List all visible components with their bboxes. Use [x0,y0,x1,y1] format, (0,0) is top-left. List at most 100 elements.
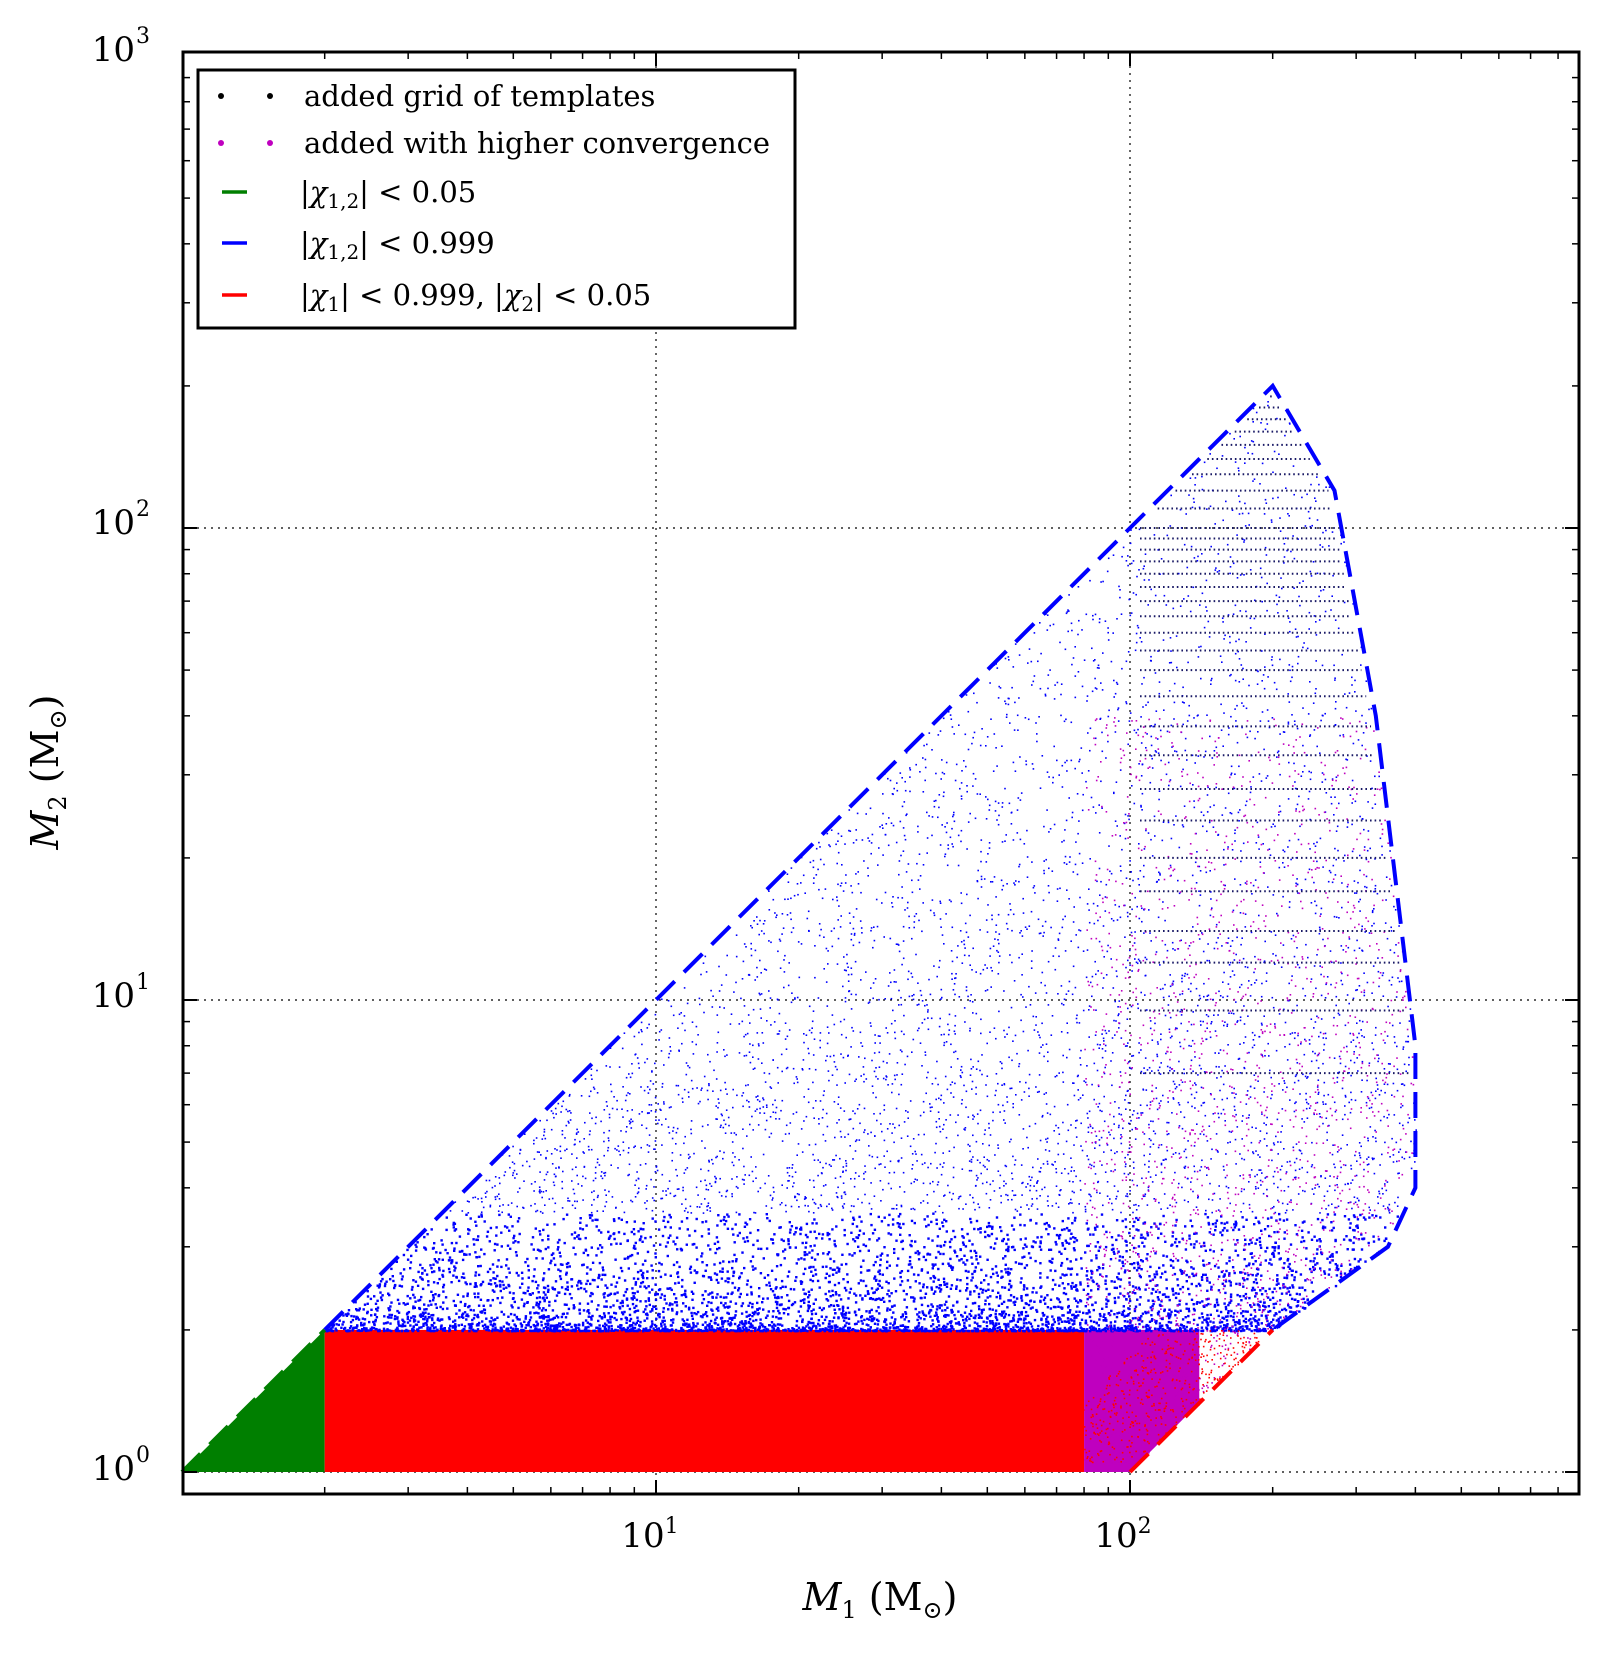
template-point [788,1300,790,1302]
template-point [1394,1042,1396,1044]
template-point [1060,1277,1062,1279]
template-point [1327,976,1329,978]
template-point [718,1032,720,1034]
template-point [1159,681,1161,683]
template-point [1169,690,1171,692]
template-point [1109,871,1111,873]
template-point [842,986,844,988]
template-point [1083,950,1085,952]
template-point [1319,1238,1321,1240]
template-point [760,1248,762,1250]
template-point [1081,772,1083,774]
template-point [648,1024,650,1026]
template-point [1255,879,1257,881]
template-point [1022,935,1024,937]
template-point [1121,849,1123,851]
template-point [541,1330,543,1332]
template-point [962,1168,964,1170]
template-point [636,1299,638,1301]
template-point [977,1123,979,1125]
template-point [581,1330,583,1332]
template-point [429,1300,431,1302]
template-point [454,1319,456,1321]
template-point [1389,850,1391,852]
template-point [1145,553,1147,555]
template-point [761,1301,763,1303]
template-point [1010,1294,1012,1296]
template-point [1320,590,1322,592]
template-point [1043,1163,1045,1165]
template-point [559,1275,561,1277]
template-point [1071,760,1073,762]
template-point [885,834,887,836]
template-point [582,1199,584,1201]
template-point [1242,1115,1244,1117]
template-point [1138,1205,1140,1207]
template-point [608,1140,610,1142]
template-point [1349,692,1351,694]
template-point [776,914,778,916]
template-point [651,1104,653,1106]
template-point [1086,1155,1088,1157]
template-point [969,1000,971,1002]
template-point [964,947,966,949]
template-point [1018,1263,1020,1265]
template-point [1108,710,1110,712]
template-point [1221,1249,1223,1251]
template-point [1267,1043,1269,1045]
template-point [1257,1154,1259,1156]
template-point [990,1276,992,1278]
template-point [972,1156,974,1158]
template-point [1274,1171,1276,1173]
template-point [1363,732,1365,734]
template-point [828,1238,830,1240]
template-point [1299,1168,1301,1170]
template-point [982,1143,984,1145]
template-point [614,1259,616,1261]
template-point [827,1005,829,1007]
template-point [812,1021,814,1023]
template-point [1200,894,1202,896]
template-point [802,1069,804,1071]
template-point [1204,1213,1206,1215]
template-point [1280,1141,1282,1143]
template-point [1253,1039,1255,1041]
template-point [1338,1206,1340,1208]
template-point [846,963,848,965]
template-point [1182,769,1184,771]
template-point [827,963,829,965]
template-point [1013,1314,1015,1316]
template-point [954,994,956,996]
template-point [591,1246,593,1248]
template-point [894,1172,896,1174]
template-point [1107,945,1109,947]
template-point [1089,1164,1091,1166]
template-point [1375,888,1377,890]
template-point [700,1169,702,1171]
template-point [1198,656,1200,658]
template-point [943,718,945,720]
template-point [521,1272,523,1274]
template-point [1001,1084,1003,1086]
template-point [1177,880,1179,882]
template-point [961,941,963,943]
template-point [1255,1217,1257,1219]
template-point [1099,1110,1101,1112]
template-point [512,1320,514,1322]
template-point [1000,1270,1002,1272]
template-point [965,923,967,925]
template-point [1253,441,1255,443]
template-point [1388,1063,1390,1065]
template-point [540,1211,542,1213]
template-point [1064,762,1066,764]
template-point [813,1107,815,1109]
template-point [1045,1324,1047,1326]
template-point [1279,1299,1281,1301]
template-point [1298,596,1300,598]
template-point [1128,1123,1130,1125]
template-point [458,1309,460,1311]
template-point [622,1305,624,1307]
template-point [462,1295,464,1297]
template-point [1054,1321,1056,1323]
template-point [933,1280,935,1282]
